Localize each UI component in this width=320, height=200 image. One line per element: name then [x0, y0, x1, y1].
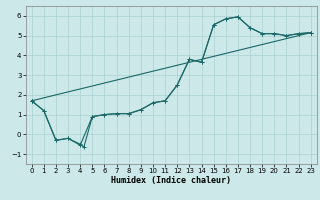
X-axis label: Humidex (Indice chaleur): Humidex (Indice chaleur)	[111, 176, 231, 185]
